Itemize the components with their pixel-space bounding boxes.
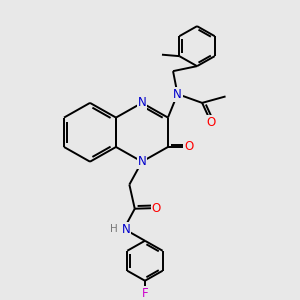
Text: N: N [122,224,130,236]
Text: N: N [138,155,146,168]
Text: N: N [173,88,182,100]
Text: O: O [206,116,215,129]
Text: O: O [152,202,161,214]
Text: N: N [138,96,146,110]
Text: H: H [110,224,118,234]
Text: F: F [142,287,148,300]
Text: O: O [184,140,194,154]
